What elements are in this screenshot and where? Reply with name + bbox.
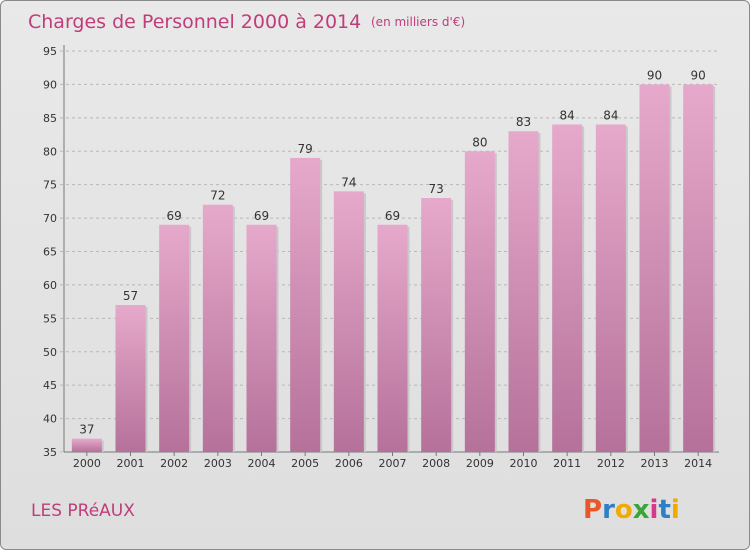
x-tick-label: 2004 bbox=[248, 457, 276, 470]
x-tick-label: 2007 bbox=[379, 457, 407, 470]
value-label-2003: 72 bbox=[210, 189, 225, 203]
y-tick-label: 60 bbox=[43, 279, 57, 292]
value-label-2002: 69 bbox=[167, 209, 182, 223]
bar-2003 bbox=[202, 204, 233, 452]
value-label-2008: 73 bbox=[429, 182, 444, 196]
value-label-2014: 90 bbox=[691, 68, 706, 82]
bar-2007 bbox=[377, 224, 408, 452]
bar-2013 bbox=[639, 84, 670, 453]
commune-name: LES PRéAUX bbox=[31, 501, 135, 521]
bar-2014 bbox=[683, 84, 714, 453]
chart-title: Charges de Personnel 2000 à 2014 bbox=[28, 11, 361, 33]
bar-2010 bbox=[508, 131, 539, 452]
y-tick-label: 40 bbox=[43, 413, 57, 426]
y-tick-label: 65 bbox=[43, 246, 57, 259]
y-tick-label: 55 bbox=[43, 312, 57, 325]
x-tick-label: 2006 bbox=[335, 457, 363, 470]
x-tick-label: 2008 bbox=[422, 457, 450, 470]
bar-2008 bbox=[421, 198, 452, 452]
y-tick-label: 50 bbox=[43, 346, 57, 359]
y-tick-label: 70 bbox=[43, 212, 57, 225]
chart-subtitle: (en milliers d'€) bbox=[371, 15, 465, 29]
x-tick-label: 2014 bbox=[684, 457, 712, 470]
value-labels: 37 57 69 72 69 79 74 69 73 80 83 84 84 90 90 bbox=[79, 68, 706, 436]
value-label-2001: 57 bbox=[123, 289, 138, 303]
x-tick-label: 2012 bbox=[597, 457, 625, 470]
value-label-2013: 90 bbox=[647, 68, 662, 82]
x-tick-label: 2009 bbox=[466, 457, 494, 470]
y-tick-label: 80 bbox=[43, 145, 57, 158]
y-tick-label: 85 bbox=[43, 112, 57, 125]
value-label-2006: 74 bbox=[341, 175, 356, 189]
bar-2004 bbox=[246, 224, 277, 452]
value-label-2005: 79 bbox=[298, 142, 313, 156]
x-tick-label: 2010 bbox=[510, 457, 538, 470]
bar-2009 bbox=[464, 151, 495, 452]
x-tick-label: 2005 bbox=[291, 457, 319, 470]
y-tick-label: 45 bbox=[43, 379, 57, 392]
value-label-2009: 80 bbox=[472, 135, 487, 149]
y-tick-label: 75 bbox=[43, 179, 57, 192]
x-tick-label: 2013 bbox=[641, 457, 669, 470]
y-tick-label: 90 bbox=[43, 78, 57, 91]
value-label-2012: 84 bbox=[603, 109, 618, 123]
x-tick-label: 2002 bbox=[160, 457, 188, 470]
bar-2002 bbox=[159, 224, 190, 452]
x-tick-label: 2003 bbox=[204, 457, 232, 470]
bar-2005 bbox=[290, 157, 321, 452]
x-tick-label: 2011 bbox=[553, 457, 581, 470]
value-label-2010: 83 bbox=[516, 115, 531, 129]
proxiti-logo: Proxiti bbox=[583, 495, 680, 525]
value-label-2004: 69 bbox=[254, 209, 269, 223]
y-tick-label: 95 bbox=[43, 45, 57, 58]
bar-2006 bbox=[333, 191, 364, 452]
value-label-2007: 69 bbox=[385, 209, 400, 223]
bar-2011 bbox=[552, 124, 583, 453]
bar-2001 bbox=[115, 304, 146, 452]
value-label-2011: 84 bbox=[560, 109, 575, 123]
axes: 35 40 45 50 55 60 65 70 75 80 85 90 95 2000 2001 2002 20… bbox=[43, 45, 719, 470]
value-label-2000: 37 bbox=[79, 423, 94, 437]
x-tick-label: 2000 bbox=[73, 457, 101, 470]
x-tick-label: 2001 bbox=[117, 457, 145, 470]
bars bbox=[71, 84, 716, 453]
bar-2012 bbox=[595, 124, 626, 453]
y-tick-label: 35 bbox=[43, 446, 57, 459]
bar-2000 bbox=[71, 438, 102, 452]
